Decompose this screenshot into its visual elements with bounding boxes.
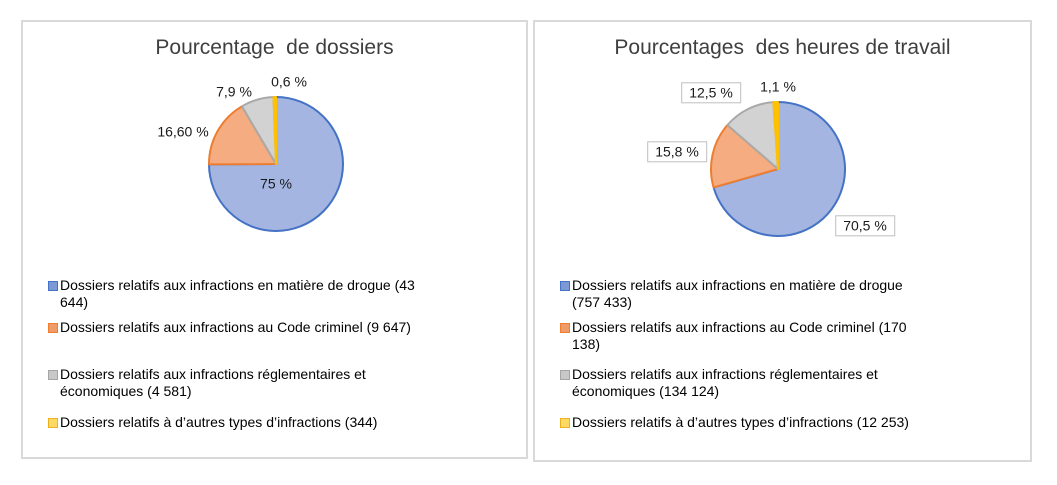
legend-item-reglementaires: Dossiers relatifs aux infractions réglem… [560, 366, 1032, 400]
legend-marker-autres-icon [48, 418, 58, 428]
legend-label: Dossiers relatifs aux infractions en mat… [60, 277, 415, 310]
legend-label: Dossiers relatifs aux infractions en mat… [572, 277, 903, 310]
legend-item-code-criminel: Dossiers relatifs aux infractions au Cod… [48, 319, 520, 336]
chart-title-dossiers: Pourcentage de dossiers [155, 36, 394, 59]
pie-slice-code-criminel [207, 105, 277, 166]
data-label-reglementaires: 7,9 % [216, 83, 252, 100]
legend-label: Dossiers relatifs aux infractions au Cod… [60, 319, 411, 335]
legend-label: Dossiers relatifs aux infractions réglem… [60, 366, 366, 399]
legend-item-reglementaires: Dossiers relatifs aux infractions réglem… [48, 366, 520, 400]
legend-marker-drogue-icon [48, 281, 58, 291]
legend-marker-code-criminel-icon [560, 323, 570, 333]
data-label-code-criminel: 16,60 % [157, 123, 209, 140]
legend-label: Dossiers relatifs à d’autres types d’inf… [60, 414, 378, 430]
pie-slice-autres [272, 96, 277, 165]
legend-label: Dossiers relatifs aux infractions réglem… [572, 366, 878, 399]
legend-marker-drogue-icon [560, 281, 570, 291]
pie-slice-drogue [208, 96, 344, 232]
legend-item-code-criminel: Dossiers relatifs aux infractions au Cod… [560, 319, 1032, 353]
chart-panel-heures: Pourcentages des heures de travail 70,5 … [533, 20, 1032, 462]
pie-chart-heures [710, 100, 846, 237]
data-label-drogue: 75 % [260, 175, 292, 192]
legend-item-drogue: Dossiers relatifs aux infractions en mat… [48, 277, 520, 311]
pie-slice-code-criminel [710, 124, 779, 189]
data-label-drogue: 70,5 % [835, 215, 895, 237]
pie-slice-autres [772, 100, 779, 170]
legend-marker-autres-icon [560, 418, 570, 428]
data-label-code-criminel: 15,8 % [647, 141, 707, 163]
legend-label: Dossiers relatifs à d’autres types d’inf… [572, 414, 909, 430]
legend-marker-reglementaires-icon [560, 370, 570, 380]
legend-label: Dossiers relatifs aux infractions au Cod… [572, 319, 907, 352]
legend-marker-code-criminel-icon [48, 323, 58, 333]
chart-panel-dossiers: Pourcentage de dossiers 75 % 16,60 % 7,9… [21, 20, 528, 459]
pie-chart-dossiers [207, 96, 344, 232]
legend-marker-reglementaires-icon [48, 370, 58, 380]
data-label-reglementaires: 12,5 % [681, 82, 741, 104]
chart-title-heures: Pourcentages des heures de travail [614, 36, 951, 59]
legend-item-autres: Dossiers relatifs à d’autres types d’inf… [48, 414, 520, 431]
legend-item-drogue: Dossiers relatifs aux infractions en mat… [560, 277, 1032, 311]
legend-item-autres: Dossiers relatifs à d’autres types d’inf… [560, 414, 1032, 431]
data-label-autres: 0,6 % [271, 73, 307, 90]
pie-slice-drogue [712, 101, 846, 237]
data-label-autres: 1,1 % [760, 78, 796, 95]
